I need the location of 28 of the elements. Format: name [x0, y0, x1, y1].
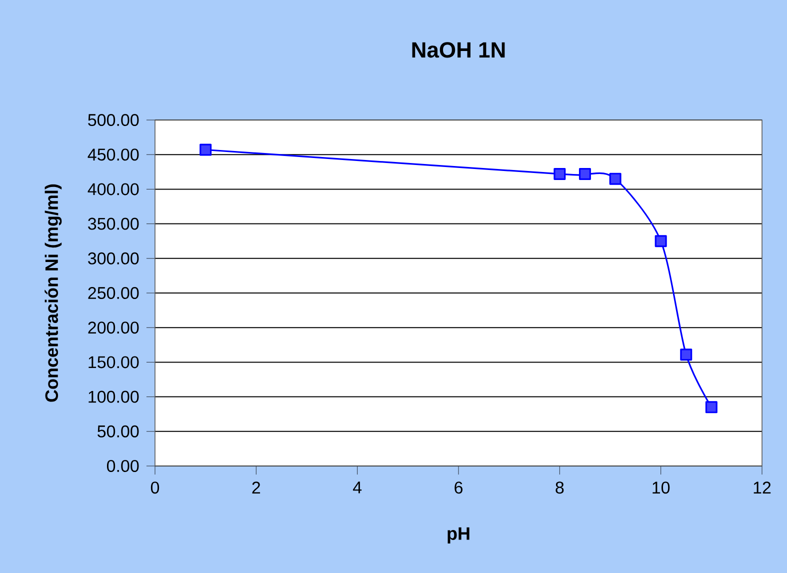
- point: [609, 172, 622, 185]
- x-tick-label: 8: [556, 482, 564, 494]
- point: [705, 401, 718, 414]
- y-tick-label: 0.00: [106, 460, 139, 472]
- y-tick-label: 450.00: [88, 148, 139, 161]
- y-tick-label: 250.00: [88, 286, 139, 300]
- chart-title: NaOH 1N: [412, 42, 505, 58]
- y-tick-label: 150.00: [88, 356, 139, 368]
- y-tick-label: 400.00: [88, 183, 139, 196]
- x-tick-label: 10: [652, 482, 670, 494]
- y-tick-label: 350.00: [88, 218, 139, 230]
- x-tick-label: 6: [454, 482, 462, 494]
- point: [200, 144, 212, 156]
- point: [680, 348, 692, 361]
- y-tick-label: 300.00: [88, 252, 139, 264]
- y-axis-title: Concentración Ni (mg/ml): [44, 184, 62, 402]
- y-tick-label: 500.00: [88, 114, 139, 126]
- x-tick-label: 0: [150, 482, 160, 494]
- point: [654, 235, 667, 248]
- y-tick-label: 200.00: [88, 322, 139, 334]
- point: [554, 168, 566, 180]
- x-axis-title: pH: [448, 527, 470, 544]
- y-tick-label: 100.00: [88, 390, 139, 403]
- x-tick-label: 2: [252, 482, 260, 494]
- x-tick-label: 4: [352, 482, 362, 494]
- point: [578, 168, 591, 180]
- y-tick-label: 50.00: [98, 425, 139, 438]
- x-tick-label: 12: [754, 482, 771, 494]
